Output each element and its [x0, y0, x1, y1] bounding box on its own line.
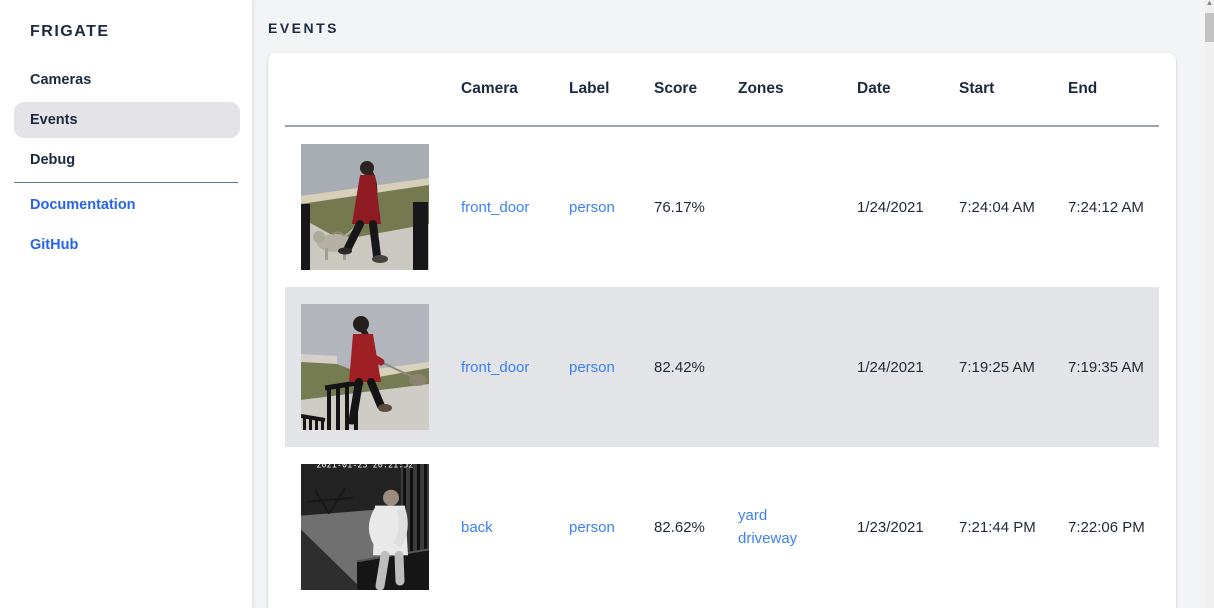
sidebar-nav: Cameras Events Debug Documentation GitHu…	[0, 62, 252, 263]
thumbnail-cell: 2021-01-23 20:21:52	[285, 464, 445, 590]
sidebar-item-events[interactable]: Events	[14, 102, 240, 138]
table-row[interactable]: front_door person 76.17% 1/24/2021 7:24:…	[285, 127, 1159, 287]
column-header-score: Score	[654, 80, 698, 97]
event-camera-link[interactable]: back	[461, 518, 493, 536]
event-label-link[interactable]: person	[569, 358, 615, 376]
sidebar-item-debug[interactable]: Debug	[14, 142, 240, 178]
sidebar-item-cameras[interactable]: Cameras	[14, 62, 240, 98]
sidebar-link-label: GitHub	[30, 237, 79, 253]
event-end-time: 7:24:12 AM	[1068, 198, 1144, 216]
column-header-label: Label	[569, 80, 610, 97]
event-score: 82.42%	[654, 358, 705, 376]
sidebar-divider	[14, 182, 238, 183]
event-thumbnail[interactable]	[301, 144, 429, 270]
column-header-camera: Camera	[461, 80, 518, 97]
event-date: 1/24/2021	[857, 358, 924, 376]
sidebar-link-documentation[interactable]: Documentation	[14, 187, 240, 223]
event-thumbnail[interactable]	[301, 304, 429, 430]
event-camera-link[interactable]: front_door	[461, 198, 530, 216]
event-start-time: 7:21:44 PM	[959, 518, 1036, 536]
sidebar-item-label: Events	[30, 112, 78, 128]
column-header-start: Start	[959, 80, 995, 97]
table-header-row: Camera Label Score Zones Date Start End	[285, 53, 1159, 127]
sidebar-link-github[interactable]: GitHub	[14, 227, 240, 263]
sidebar: FRIGATE Cameras Events Debug Documentati…	[0, 0, 252, 608]
event-zone-link[interactable]: driveway	[738, 530, 798, 547]
scrollbar[interactable]: ▲	[1205, 0, 1214, 608]
main-content: EVENTS Camera Label Score Zones Date Sta…	[252, 0, 1214, 608]
event-end-time: 7:22:06 PM	[1068, 518, 1145, 536]
event-zone-link[interactable]: yard	[738, 506, 768, 524]
event-thumbnail[interactable]: 2021-01-23 20:21:52	[301, 464, 429, 590]
event-label-link[interactable]: person	[569, 518, 615, 536]
event-start-time: 7:19:25 AM	[959, 358, 1035, 376]
event-score: 76.17%	[654, 198, 705, 216]
event-score: 82.62%	[654, 518, 705, 536]
sidebar-item-label: Debug	[30, 152, 76, 168]
event-start-time: 7:24:04 AM	[959, 198, 1035, 216]
column-header-end: End	[1068, 80, 1098, 97]
thumbnail-timestamp-overlay: 2021-01-23 20:21:52	[316, 464, 413, 469]
thumbnail-cell	[285, 144, 445, 270]
table-row[interactable]: 2021-01-23 20:21:52 back person 82.62% y…	[285, 447, 1159, 607]
column-header-zones: Zones	[738, 80, 784, 97]
events-table: Camera Label Score Zones Date Start End	[285, 53, 1159, 607]
event-label-link[interactable]: person	[569, 198, 615, 216]
event-zones: yard driveway	[722, 504, 841, 551]
events-card: Camera Label Score Zones Date Start End	[268, 53, 1176, 608]
page-title: EVENTS	[268, 20, 340, 36]
thumbnail-cell	[285, 304, 445, 430]
table-row[interactable]: front_door person 82.42% 1/24/2021 7:19:…	[285, 287, 1159, 447]
event-camera-link[interactable]: front_door	[461, 358, 530, 376]
column-header-date: Date	[857, 80, 891, 97]
sidebar-link-label: Documentation	[30, 197, 136, 213]
event-date: 1/23/2021	[857, 518, 924, 536]
scroll-up-icon[interactable]: ▲	[1205, 0, 1214, 7]
event-date: 1/24/2021	[857, 198, 924, 216]
sidebar-item-label: Cameras	[30, 72, 92, 88]
app-logo: FRIGATE	[30, 23, 110, 40]
scrollbar-thumb[interactable]	[1205, 13, 1214, 42]
event-end-time: 7:19:35 AM	[1068, 358, 1144, 376]
